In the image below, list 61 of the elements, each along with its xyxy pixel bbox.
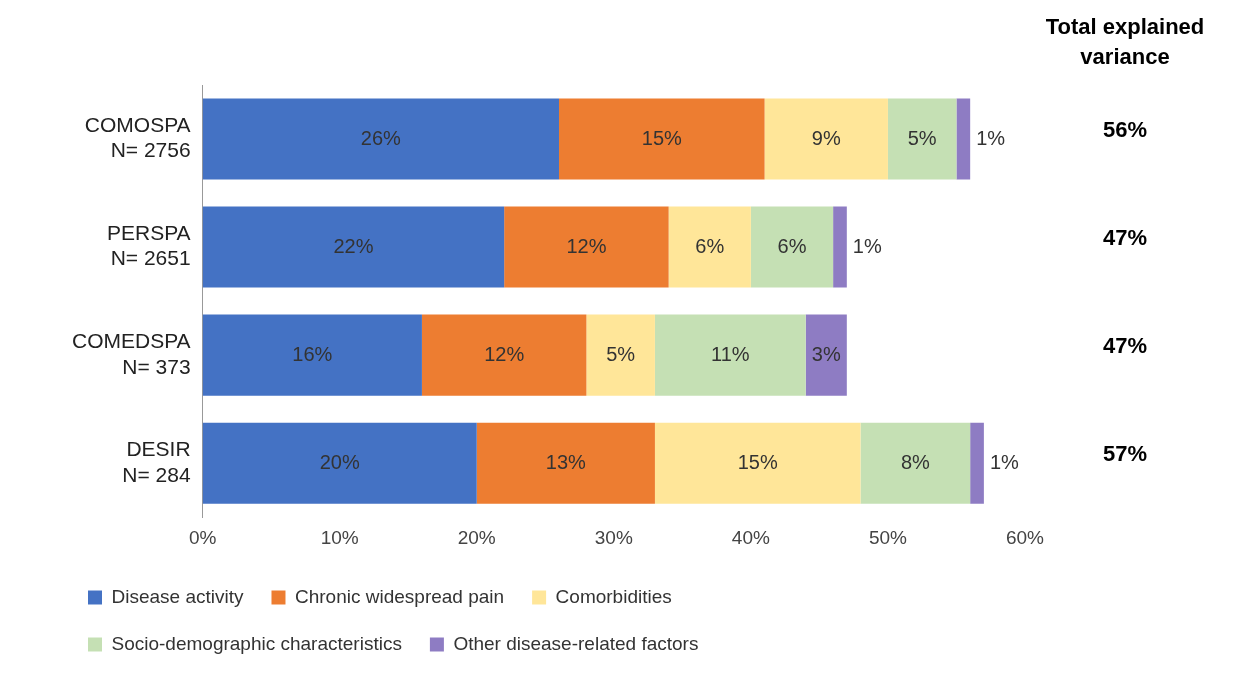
bar — [668, 206, 751, 288]
data-label: 22% — [333, 234, 374, 257]
x-tick-label: 10% — [320, 526, 359, 548]
bar — [202, 314, 422, 396]
data-label: 20% — [319, 450, 360, 473]
text: 47% — [1102, 225, 1148, 251]
data-label: 1% — [852, 234, 882, 257]
data-label: 12% — [566, 234, 607, 257]
y-tick-label: COMEDSPA N= 373 — [71, 329, 191, 378]
data-label: 12% — [484, 342, 525, 365]
bar — [586, 314, 655, 396]
x-tick-label: 30% — [594, 526, 633, 548]
data-label: 11% — [711, 342, 750, 365]
bar — [476, 422, 655, 504]
bar — [202, 206, 505, 288]
bar — [860, 422, 971, 504]
data-label: 15% — [641, 126, 683, 149]
data-label: 13% — [545, 450, 587, 473]
bar — [833, 206, 847, 288]
y-tick-label: DESIR N= 284 — [122, 437, 191, 486]
legend-label: Chronic widespread pain — [294, 585, 505, 607]
bar — [202, 422, 477, 504]
bar — [970, 422, 984, 504]
data-label: 5% — [606, 342, 636, 365]
bar — [956, 98, 971, 180]
bar — [764, 98, 888, 180]
data-label: 6% — [777, 234, 807, 257]
data-label: 8% — [900, 450, 931, 473]
data-label: 9% — [811, 126, 841, 149]
y-tick-label: COMOSPA N= 2756 — [84, 113, 191, 162]
data-label: 1% — [989, 450, 1019, 473]
text: 56% — [1102, 117, 1148, 143]
bar — [805, 314, 847, 396]
data-label: 1% — [976, 126, 1006, 149]
bar — [202, 98, 559, 180]
bar — [558, 98, 765, 180]
bar — [654, 314, 806, 396]
bar — [887, 98, 957, 180]
text: 57% — [1102, 441, 1148, 467]
bar — [504, 206, 669, 288]
text: Total explained variance — [1045, 14, 1205, 70]
text: 47% — [1102, 333, 1148, 359]
legend-label: Socio-demographic characteristics — [111, 632, 402, 654]
legend-label: Comorbidities — [555, 585, 672, 607]
data-label: 15% — [737, 450, 778, 473]
data-label: 16% — [292, 342, 333, 365]
x-tick-label: 40% — [731, 526, 770, 548]
data-label: 5% — [907, 126, 937, 149]
x-tick-label: 60% — [1005, 526, 1045, 548]
data-label: 3% — [811, 342, 841, 365]
legend-label: Disease activity — [111, 585, 244, 607]
y-tick-label: PERSPA N= 2651 — [106, 221, 191, 270]
x-tick-label: 20% — [457, 526, 496, 548]
data-label: 6% — [695, 234, 725, 257]
x-tick-label: 50% — [868, 526, 908, 548]
bar — [654, 422, 861, 504]
legend-label: Other disease-related factors — [453, 632, 699, 654]
bar — [750, 206, 834, 288]
x-tick-label: 0% — [188, 526, 217, 548]
bar — [421, 314, 587, 396]
data-label: 26% — [360, 126, 402, 149]
